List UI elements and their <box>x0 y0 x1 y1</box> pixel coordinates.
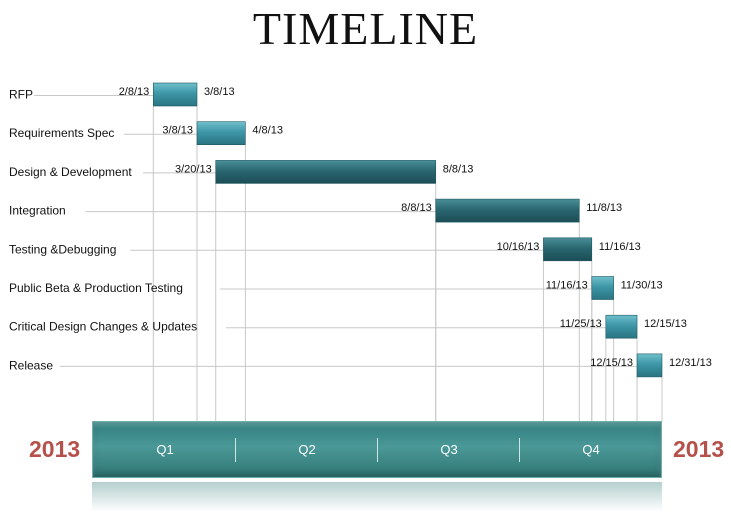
task-label: Integration <box>9 204 66 218</box>
task-end-date: 11/8/13 <box>586 202 622 214</box>
quarter-divider <box>519 438 520 462</box>
task-end-date: 12/31/13 <box>669 357 712 369</box>
year-label-right: 2013 <box>673 436 725 462</box>
task-bar <box>435 198 580 223</box>
task-bar <box>196 121 246 145</box>
task-label: Testing &Debugging <box>9 242 116 256</box>
quarter-label-q2: Q2 <box>298 442 316 457</box>
task-start-date: 12/15/13 <box>590 357 633 369</box>
task-bar <box>152 82 198 107</box>
quarter-band: Q1 Q2 Q3 Q4 <box>92 421 662 478</box>
task-bar <box>215 160 437 184</box>
task-start-date: 8/8/13 <box>401 202 432 214</box>
task-label: Critical Design Changes & Updates <box>9 320 197 334</box>
task-end-date: 12/15/13 <box>644 318 687 330</box>
task-end-date: 8/8/13 <box>443 163 474 175</box>
task-label: Public Beta & Production Testing <box>9 281 183 295</box>
task-end-date: 4/8/13 <box>252 125 283 137</box>
task-start-date: 3/8/13 <box>162 125 193 137</box>
task-end-date: 11/16/13 <box>599 241 641 253</box>
task-start-date: 11/25/13 <box>560 318 602 330</box>
quarter-label-q3: Q3 <box>440 442 458 457</box>
band-reflection <box>92 482 662 512</box>
task-label: Release <box>9 358 53 372</box>
year-label-left: 2013 <box>29 436 81 462</box>
task-start-date: 2/8/13 <box>119 86 150 98</box>
task-end-date: 11/30/13 <box>621 280 663 292</box>
task-bar <box>543 237 593 262</box>
task-start-date: 3/20/13 <box>175 163 212 175</box>
page-title: TIMELINE <box>252 3 479 54</box>
quarter-divider <box>377 438 378 462</box>
task-label: Design & Development <box>9 165 132 179</box>
task-bar <box>636 353 663 378</box>
task-bar <box>591 276 614 300</box>
quarter-label-q1: Q1 <box>156 442 174 457</box>
quarter-divider <box>235 438 236 462</box>
task-label: Requirements Spec <box>9 126 114 140</box>
task-bar <box>605 314 638 339</box>
task-start-date: 10/16/13 <box>497 241 540 253</box>
quarter-label-q4: Q4 <box>582 442 600 457</box>
task-start-date: 11/16/13 <box>546 280 588 292</box>
task-label: RFP <box>9 88 33 102</box>
task-end-date: 3/8/13 <box>204 86 235 98</box>
